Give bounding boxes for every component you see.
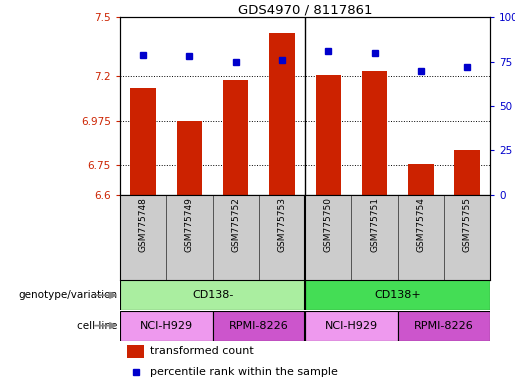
Bar: [120, 280, 305, 310]
Bar: [223, 80, 248, 195]
Bar: [305, 280, 490, 310]
Text: RPMI-8226: RPMI-8226: [414, 321, 474, 331]
Title: GDS4970 / 8117861: GDS4970 / 8117861: [238, 3, 372, 16]
Text: CD138-: CD138-: [192, 290, 233, 300]
Bar: [398, 195, 444, 280]
Text: GSM775754: GSM775754: [416, 197, 425, 252]
Text: genotype/variation: genotype/variation: [19, 290, 118, 300]
Bar: [269, 33, 295, 195]
Bar: [120, 311, 213, 341]
Text: GSM775753: GSM775753: [278, 197, 286, 252]
Text: RPMI-8226: RPMI-8226: [229, 321, 289, 331]
Bar: [120, 195, 166, 280]
Bar: [305, 311, 398, 341]
Text: cell line: cell line: [77, 321, 118, 331]
Text: GSM775751: GSM775751: [370, 197, 379, 252]
Bar: [177, 121, 202, 195]
Text: GSM775749: GSM775749: [185, 197, 194, 252]
Bar: [454, 151, 480, 195]
Bar: [398, 311, 490, 341]
Bar: [130, 88, 156, 195]
Bar: [444, 195, 490, 280]
Bar: [351, 195, 398, 280]
Text: GSM775750: GSM775750: [324, 197, 333, 252]
Bar: [408, 164, 434, 195]
Text: NCI-H929: NCI-H929: [325, 321, 378, 331]
Text: GSM775752: GSM775752: [231, 197, 240, 252]
Bar: [305, 195, 351, 280]
Text: percentile rank within the sample: percentile rank within the sample: [150, 367, 337, 377]
Text: transformed count: transformed count: [150, 346, 253, 356]
Bar: [127, 345, 144, 358]
Bar: [316, 75, 341, 195]
Bar: [166, 195, 213, 280]
Bar: [213, 195, 259, 280]
Bar: [259, 195, 305, 280]
Bar: [362, 71, 387, 195]
Text: GSM775755: GSM775755: [462, 197, 472, 252]
Text: CD138+: CD138+: [374, 290, 421, 300]
Text: GSM775748: GSM775748: [139, 197, 148, 252]
Text: NCI-H929: NCI-H929: [140, 321, 193, 331]
Bar: [213, 311, 305, 341]
